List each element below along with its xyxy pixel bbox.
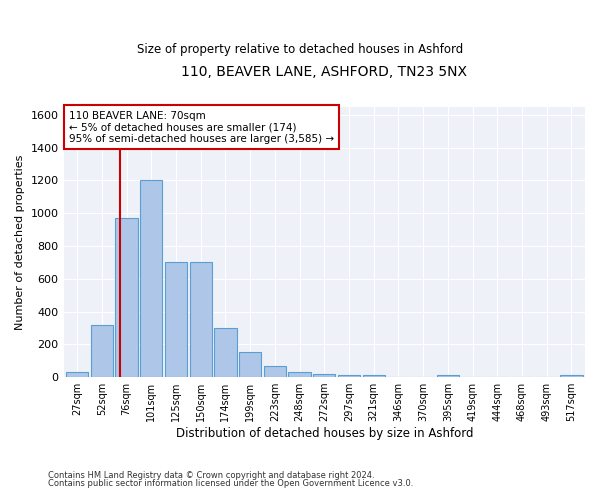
Bar: [560, 374, 583, 377]
Bar: [115, 218, 137, 377]
Bar: [91, 324, 113, 377]
Text: 110 BEAVER LANE: 70sqm
← 5% of detached houses are smaller (174)
95% of semi-det: 110 BEAVER LANE: 70sqm ← 5% of detached …: [69, 110, 334, 144]
X-axis label: Distribution of detached houses by size in Ashford: Distribution of detached houses by size …: [176, 427, 473, 440]
Text: Contains HM Land Registry data © Crown copyright and database right 2024.: Contains HM Land Registry data © Crown c…: [48, 471, 374, 480]
Bar: [338, 374, 360, 377]
Bar: [289, 372, 311, 377]
Title: 110, BEAVER LANE, ASHFORD, TN23 5NX: 110, BEAVER LANE, ASHFORD, TN23 5NX: [181, 65, 467, 79]
Bar: [437, 374, 459, 377]
Bar: [214, 328, 236, 377]
Bar: [239, 352, 261, 377]
Bar: [190, 262, 212, 377]
Text: Contains public sector information licensed under the Open Government Licence v3: Contains public sector information licen…: [48, 478, 413, 488]
Bar: [264, 366, 286, 377]
Y-axis label: Number of detached properties: Number of detached properties: [15, 154, 25, 330]
Bar: [165, 262, 187, 377]
Bar: [362, 374, 385, 377]
Bar: [140, 180, 163, 377]
Text: Size of property relative to detached houses in Ashford: Size of property relative to detached ho…: [137, 42, 463, 56]
Bar: [313, 374, 335, 377]
Bar: [66, 372, 88, 377]
